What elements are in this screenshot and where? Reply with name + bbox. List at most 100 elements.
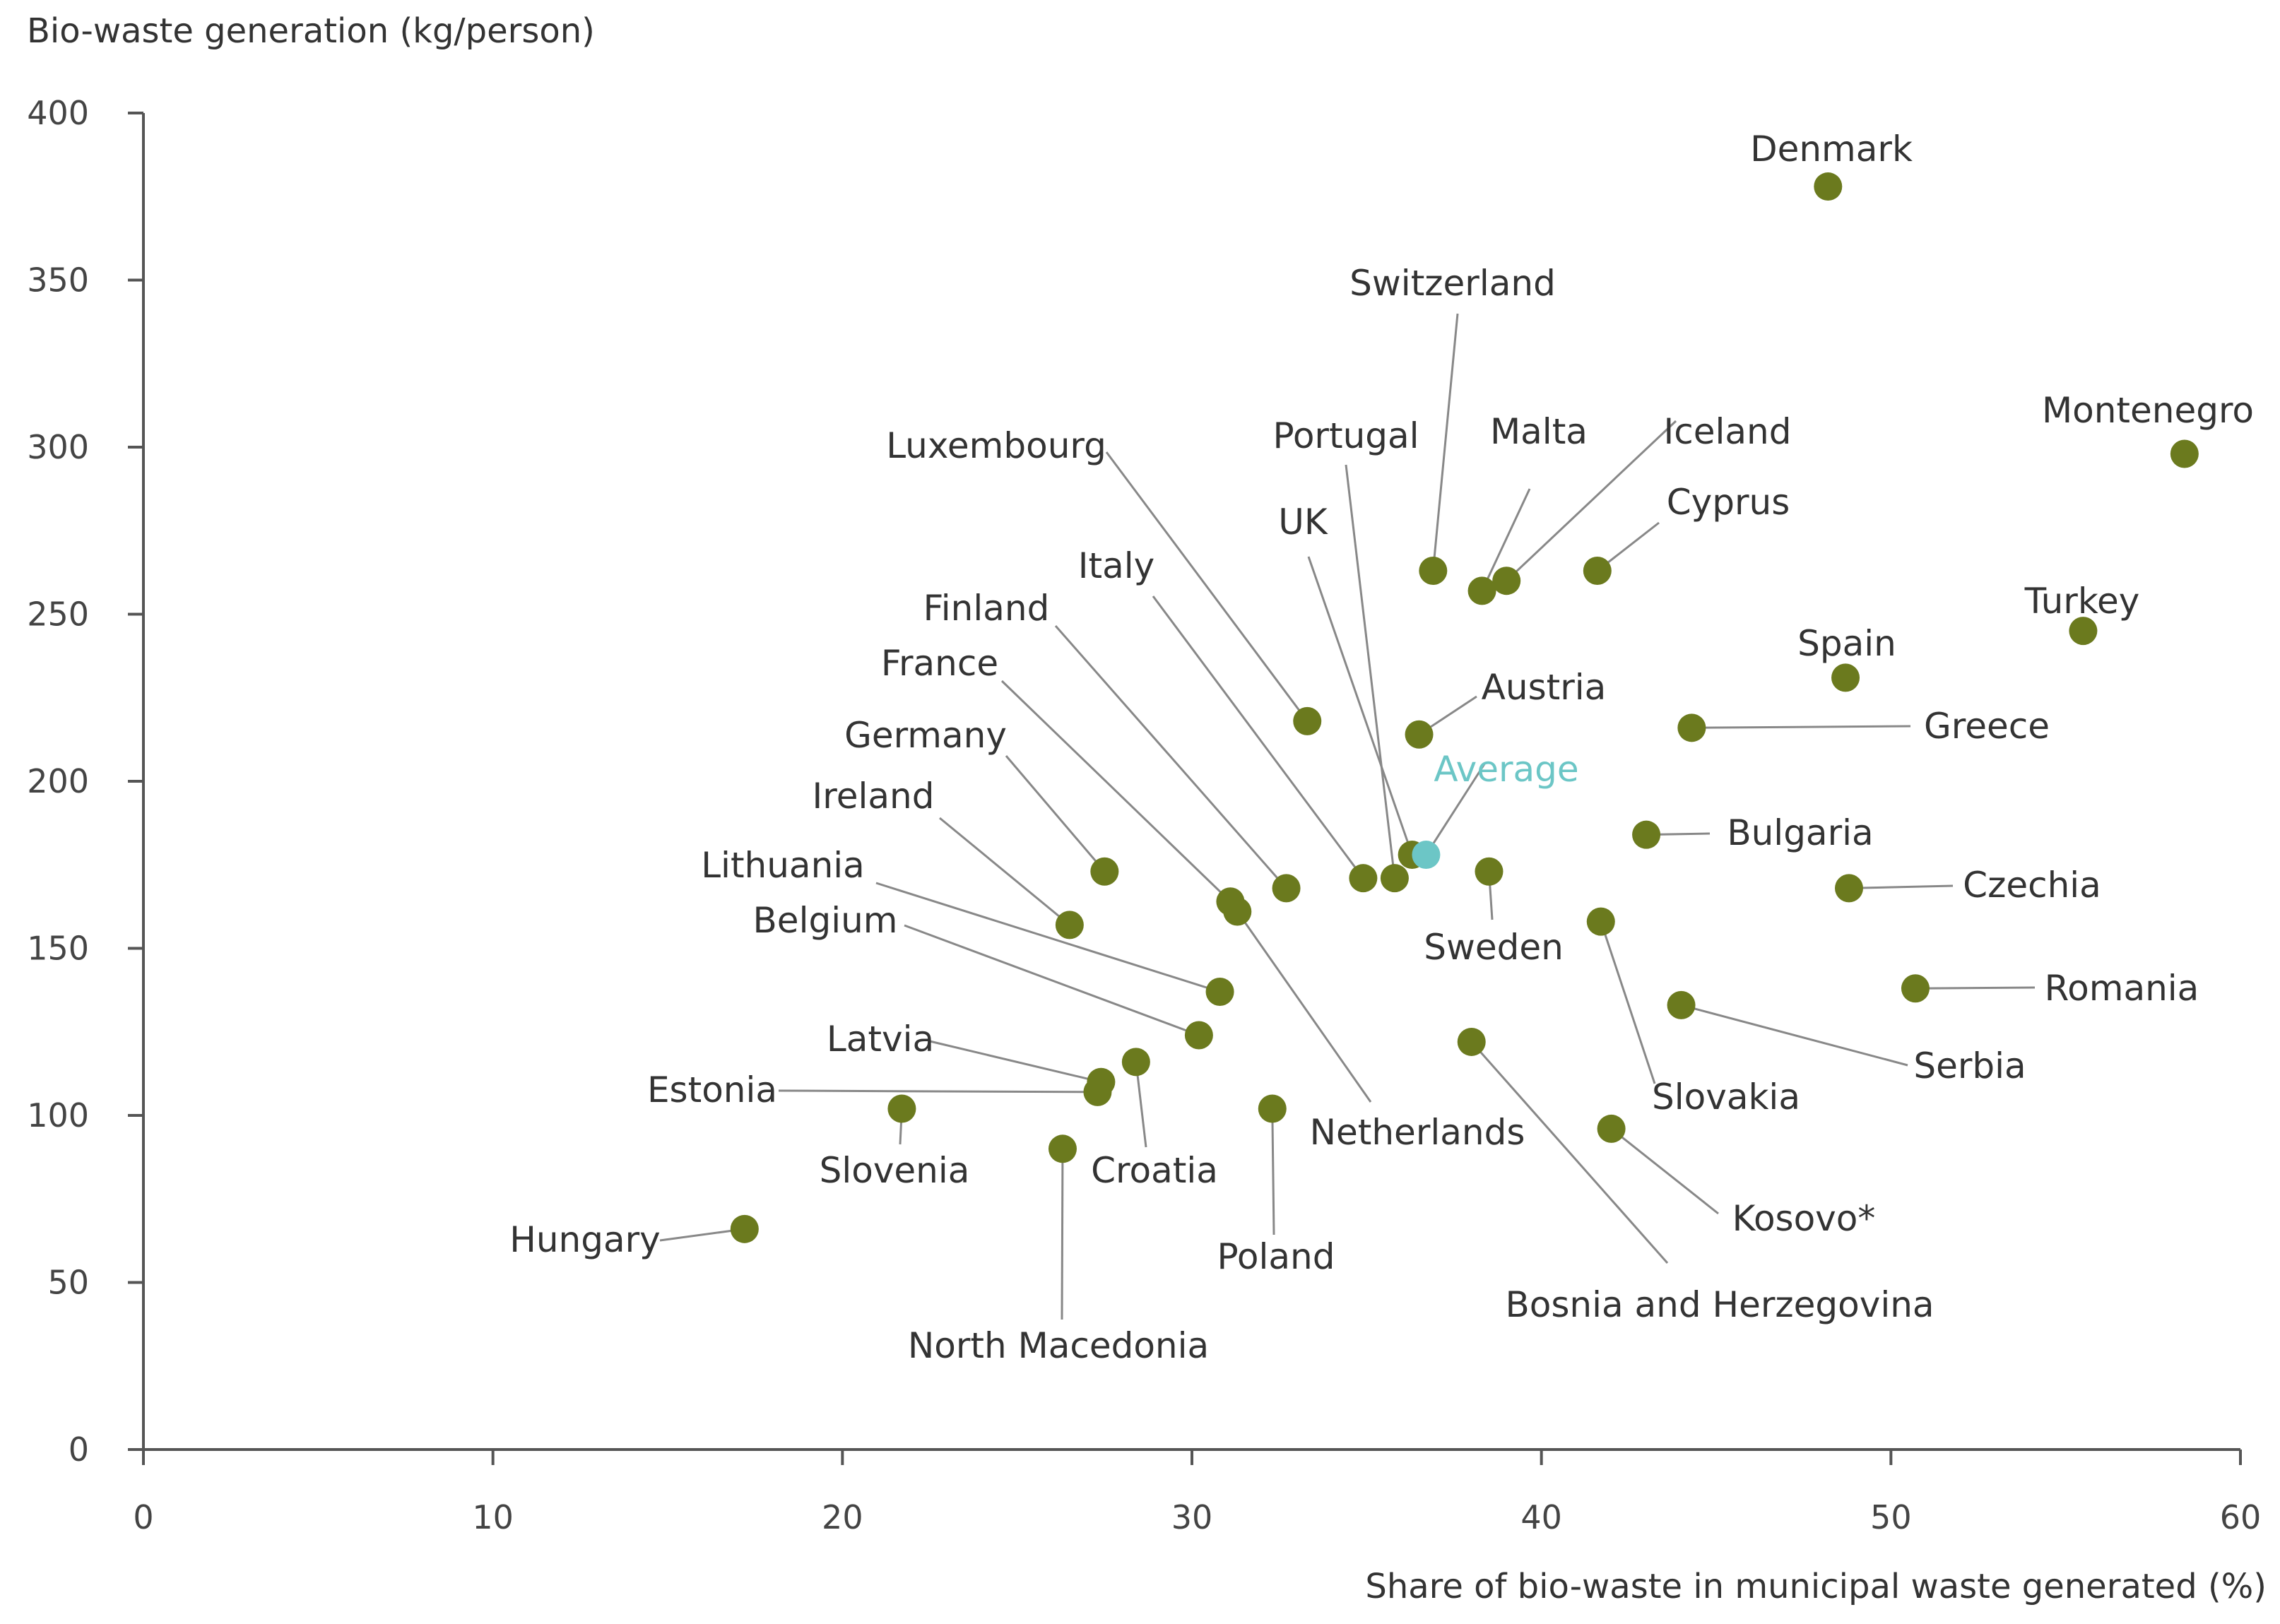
- point-lithuania[interactable]: [1205, 977, 1234, 1006]
- label-ireland: Ireland: [813, 776, 935, 817]
- leader-line-finland: [1054, 625, 1287, 889]
- data-points: [730, 172, 2199, 1243]
- point-poland[interactable]: [1258, 1094, 1287, 1123]
- label-bosnia-and-herzegovina: Bosnia and Herzegovina: [1505, 1284, 1934, 1325]
- point-slovenia[interactable]: [887, 1094, 916, 1123]
- point-czechia[interactable]: [1834, 874, 1863, 903]
- y-tick-label: 0: [69, 1430, 89, 1469]
- leader-line-latvia: [929, 1040, 1101, 1084]
- y-tick-label: 400: [27, 94, 89, 132]
- point-north-macedonia[interactable]: [1048, 1134, 1077, 1163]
- point-italy[interactable]: [1349, 864, 1378, 893]
- label-poland: Poland: [1217, 1236, 1335, 1277]
- point-average[interactable]: [1412, 841, 1441, 870]
- point-hungary[interactable]: [730, 1214, 759, 1243]
- label-denmark: Denmark: [1750, 129, 1913, 170]
- point-austria[interactable]: [1405, 720, 1434, 749]
- y-tick-label: 300: [27, 428, 89, 466]
- label-uk: UK: [1278, 502, 1328, 543]
- leader-lines: [659, 313, 2036, 1320]
- label-portugal: Portugal: [1272, 415, 1419, 456]
- point-denmark[interactable]: [1814, 172, 1843, 201]
- x-tick-label: 50: [1870, 1498, 1912, 1536]
- leader-line-netherlands: [1236, 911, 1372, 1103]
- point-sweden[interactable]: [1475, 857, 1504, 886]
- leader-line-italy: [1152, 595, 1364, 879]
- point-cyprus[interactable]: [1583, 557, 1612, 586]
- point-romania[interactable]: [1901, 974, 1930, 1003]
- label-north-macedonia: North Macedonia: [908, 1325, 1209, 1366]
- leader-line-north-macedonia: [1061, 1149, 1064, 1320]
- leader-line-slovakia: [1600, 921, 1656, 1084]
- label-greece: Greece: [1924, 706, 2050, 747]
- point-greece[interactable]: [1677, 713, 1706, 742]
- label-romania: Romania: [2045, 968, 2199, 1009]
- axes: [128, 112, 2242, 1465]
- point-germany[interactable]: [1090, 857, 1119, 886]
- leader-line-poland: [1271, 1108, 1275, 1235]
- point-spain[interactable]: [1831, 663, 1860, 692]
- label-germany: Germany: [844, 715, 1007, 756]
- point-montenegro[interactable]: [2170, 439, 2199, 468]
- point-kosovo[interactable]: [1597, 1114, 1626, 1143]
- point-turkey[interactable]: [2069, 617, 2098, 646]
- label-austria: Austria: [1482, 667, 1607, 708]
- leader-line-bosnia-and-herzegovina: [1470, 1041, 1669, 1264]
- leader-line-uk: [1307, 556, 1414, 855]
- point-luxembourg[interactable]: [1293, 706, 1322, 735]
- label-croatia: Croatia: [1091, 1150, 1218, 1191]
- leader-line-serbia: [1681, 1004, 1908, 1067]
- y-tick-label: 200: [27, 762, 89, 800]
- label-sweden: Sweden: [1424, 927, 1564, 968]
- leader-line-malta: [1481, 488, 1531, 592]
- point-finland[interactable]: [1272, 874, 1301, 903]
- point-switzerland[interactable]: [1419, 557, 1448, 586]
- label-iceland: Iceland: [1664, 411, 1792, 452]
- x-tick-label: 0: [133, 1498, 153, 1536]
- point-estonia[interactable]: [1083, 1077, 1112, 1106]
- leader-line-ireland: [939, 817, 1070, 926]
- leader-line-france: [1000, 680, 1231, 903]
- label-hungary: Hungary: [509, 1219, 661, 1260]
- leader-line-greece: [1691, 725, 1911, 729]
- label-italy: Italy: [1078, 545, 1154, 586]
- point-bulgaria[interactable]: [1632, 820, 1661, 849]
- label-montenegro: Montenegro: [2042, 390, 2254, 431]
- x-tick-label: 30: [1171, 1498, 1213, 1536]
- label-czechia: Czechia: [1963, 865, 2101, 906]
- label-turkey: Turkey: [2024, 581, 2140, 622]
- leader-line-average: [1425, 762, 1487, 855]
- x-axis-title: Share of bio-waste in municipal waste ge…: [1365, 1567, 2267, 1606]
- label-switzerland: Switzerland: [1349, 263, 1556, 304]
- point-serbia[interactable]: [1667, 990, 1696, 1019]
- label-slovenia: Slovenia: [820, 1150, 970, 1191]
- point-netherlands[interactable]: [1223, 897, 1252, 926]
- label-cyprus: Cyprus: [1667, 482, 1790, 523]
- label-bulgaria: Bulgaria: [1727, 812, 1873, 853]
- leader-line-switzerland: [1431, 313, 1459, 571]
- point-slovakia[interactable]: [1586, 907, 1615, 936]
- label-spain: Spain: [1797, 623, 1896, 664]
- point-labels: Denmark Montenegro Turkey Spain Switzerland M…: [509, 129, 2254, 1366]
- label-kosovo: Kosovo*: [1732, 1198, 1876, 1239]
- point-croatia[interactable]: [1121, 1048, 1150, 1077]
- x-tick-label: 40: [1520, 1498, 1562, 1536]
- leader-line-lithuania: [875, 882, 1221, 993]
- label-latvia: Latvia: [827, 1019, 934, 1060]
- leader-line-belgium: [904, 924, 1200, 1036]
- point-belgium[interactable]: [1184, 1021, 1213, 1050]
- point-ireland[interactable]: [1055, 911, 1084, 940]
- label-netherlands: Netherlands: [1310, 1112, 1525, 1153]
- label-lithuania: Lithuania: [701, 845, 865, 886]
- point-iceland[interactable]: [1492, 567, 1521, 595]
- x-tick-label: 10: [472, 1498, 514, 1536]
- label-finland: Finland: [923, 588, 1050, 629]
- point-portugal[interactable]: [1380, 864, 1409, 893]
- x-tick-label: 60: [2220, 1498, 2262, 1536]
- point-bosnia-and-herzegovina[interactable]: [1457, 1027, 1486, 1056]
- leader-line-kosovo: [1610, 1127, 1719, 1215]
- y-tick-label: 250: [27, 595, 89, 634]
- point-malta[interactable]: [1467, 576, 1496, 605]
- leader-line-luxembourg: [1105, 451, 1309, 722]
